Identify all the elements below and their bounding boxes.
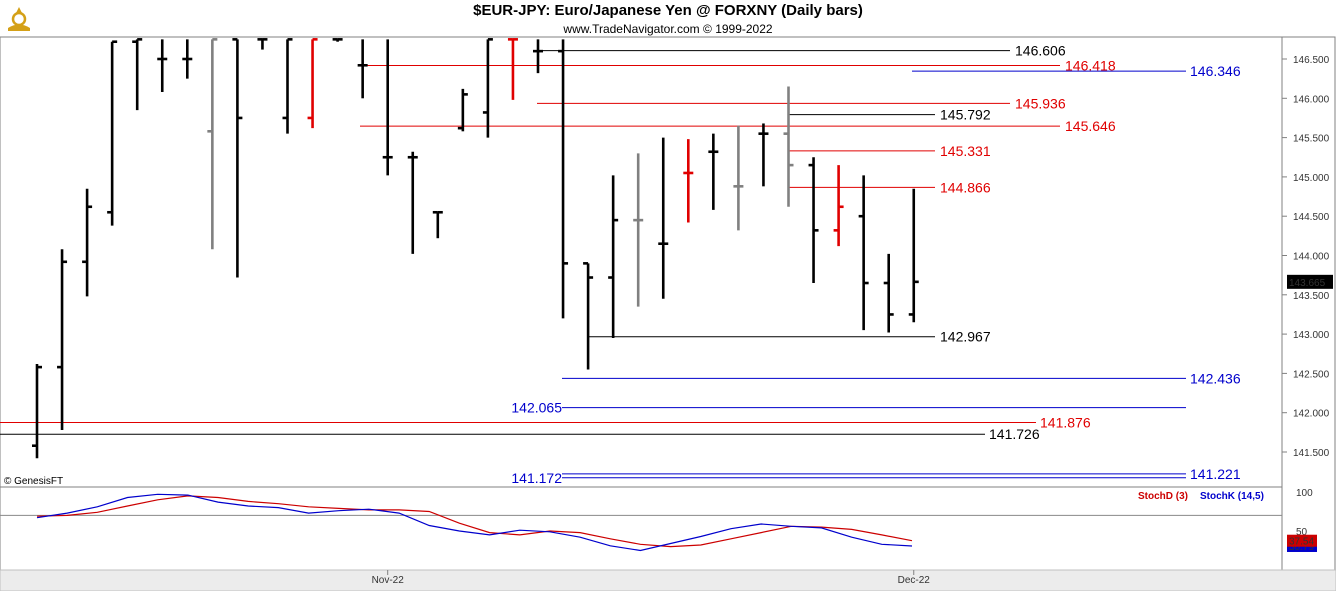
ohlc-bar [107,40,118,226]
ohlc-bar [507,38,518,100]
ohlc-bar [207,38,218,250]
level-label: 142.967 [940,329,991,345]
osc-tick-label: 50 [1296,527,1308,538]
legend-stochd: StochD (3) [1138,491,1188,502]
level-label: 141.221 [1190,466,1241,482]
x-tick-label: Nov-22 [372,575,405,586]
level-label: 146.346 [1190,63,1241,79]
trade-navigator-logo-icon [8,7,30,31]
ohlc-bar [783,86,794,207]
y-tick-label: 144.000 [1293,252,1330,263]
y-tick-label: 146.000 [1293,94,1330,105]
ohlc-bar [658,137,669,299]
osc-tick-label: 100 [1296,488,1313,499]
chart-title: $EUR-JPY: Euro/Japanese Yen @ FORXNY (Da… [473,2,863,19]
ohlc-bar [558,39,569,319]
ohlc-bar [82,188,93,297]
level-label: 145.792 [940,107,991,123]
level-label: 141.172 [511,470,562,486]
ohlc-bar [833,165,844,247]
y-tick-label: 146.500 [1293,55,1330,66]
y-tick-label: 141.500 [1293,448,1330,459]
ohlc-bar [182,39,193,79]
level-label: 142.436 [1190,370,1241,386]
stoch-line [36,495,913,548]
ohlc-bar [482,38,493,138]
ohlc-bar [808,157,819,284]
ohlc-bar [608,175,619,339]
level-label: 141.726 [989,426,1040,442]
ohlc-bar [683,139,694,223]
ohlc-bar [32,363,42,459]
ohlc-bar [858,175,869,331]
level-label: 141.876 [1040,414,1091,430]
price-axis [1281,36,1336,571]
ohlc-bar [883,253,894,333]
y-tick-label: 145.000 [1293,173,1330,184]
level-label: 145.646 [1065,118,1116,134]
ohlc-bar [908,188,919,323]
ohlc-bar [457,88,468,132]
watermark-label: © GenesisFT [4,476,63,487]
ohlc-bar [357,39,368,99]
y-tick-label: 143.000 [1293,330,1330,341]
ohlc-bar [583,262,594,370]
last-price-label: 143.665 [1289,278,1326,289]
legend-stochk: StochK (14,5) [1200,491,1264,502]
price-panel [0,36,1283,488]
stochk-value-label: 30.79 [1289,542,1314,553]
level-label: 142.065 [511,400,562,416]
ohlc-bar [257,38,268,50]
ohlc-bar [633,153,644,307]
y-tick-label: 142.000 [1293,409,1330,420]
ohlc-bar [157,39,168,93]
ohlc-bar [432,210,443,239]
ohlc-bar [382,39,393,176]
ohlc-bar [282,38,293,134]
level-label: 144.866 [940,179,991,195]
ohlc-bar [533,39,543,74]
y-tick-label: 143.500 [1293,291,1330,302]
ohlc-bar [733,125,744,231]
stoch-line [36,493,913,552]
level-label: 146.418 [1065,57,1116,73]
stochd-value-label: 37.54 [1289,537,1314,548]
ohlc-bar [232,38,243,278]
y-tick-label: 142.500 [1293,369,1330,380]
oscillator-panel [0,486,1283,571]
level-label: 145.331 [940,143,991,159]
ohlc-bar [708,133,719,210]
last-price-box [1287,274,1333,289]
chart-subtitle: www.TradeNavigator.com © 1999-2022 [563,22,773,36]
y-tick-label: 145.500 [1293,134,1330,145]
ohlc-bar [332,38,343,42]
stochd-value-box [1287,534,1317,547]
time-axis [0,569,1336,591]
ohlc-bar [407,151,418,254]
ohlc-bar [307,38,318,129]
ohlc-bar [132,38,143,111]
y-tick-label: 144.500 [1293,212,1330,223]
level-label: 145.936 [1015,95,1066,111]
level-label: 146.606 [1015,43,1066,59]
ohlc-bar [758,123,769,187]
x-tick-label: Dec-22 [898,575,931,586]
ohlc-bar [57,249,68,430]
